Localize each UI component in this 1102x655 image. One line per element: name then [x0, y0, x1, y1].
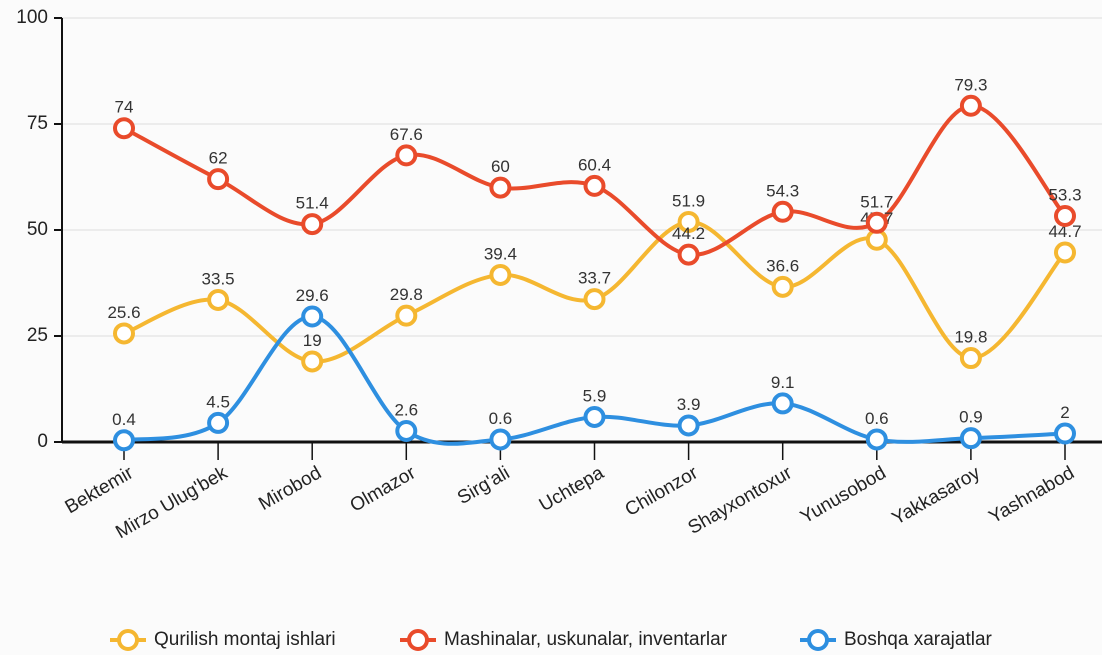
data-label: 3.9: [677, 395, 701, 414]
data-label: 39.4: [484, 244, 517, 263]
point: [865, 211, 888, 234]
legend-marker: [807, 629, 829, 651]
point: [959, 94, 982, 117]
legend-item: Qurilish montaj ishlari: [110, 629, 336, 651]
data-label: 5.9: [583, 386, 607, 405]
data-label: 19: [303, 331, 322, 350]
x-tick-label: Yunusobod: [797, 462, 890, 528]
data-label: 4.5: [206, 392, 230, 411]
data-label: 67.6: [390, 125, 423, 144]
data-label: 51.4: [296, 194, 329, 213]
data-label: 36.6: [766, 256, 799, 275]
data-label: 51.9: [672, 191, 705, 210]
data-label: 79.3: [954, 75, 987, 94]
data-label: 0.9: [959, 408, 983, 427]
data-label: 29.6: [296, 286, 329, 305]
point: [207, 411, 230, 434]
point: [771, 200, 794, 223]
x-tick-label: Shayxontoxur: [685, 462, 797, 539]
point: [489, 263, 512, 286]
point: [583, 174, 606, 197]
point: [301, 213, 324, 236]
data-label: 33.5: [202, 269, 235, 288]
point: [1054, 241, 1076, 264]
point: [395, 304, 418, 327]
point: [959, 347, 982, 370]
point: [301, 350, 324, 373]
data-label: 33.7: [578, 269, 611, 288]
legend-marker: [407, 629, 429, 651]
point: [207, 168, 230, 191]
point: [489, 428, 512, 451]
x-tick-label: Bektemir: [62, 462, 138, 518]
data-label: 60: [491, 157, 510, 176]
data-label: 25.6: [107, 303, 140, 322]
data-label: 44.7: [1048, 222, 1081, 241]
series-line: [123, 314, 1066, 446]
point: [395, 419, 418, 442]
point: [959, 427, 982, 450]
point: [1054, 205, 1076, 228]
data-label: 74: [115, 98, 134, 117]
point: [301, 305, 324, 328]
point: [207, 288, 230, 311]
data-label: 60.4: [578, 155, 611, 174]
legend-item: Mashinalar, uskunalar, inventarlar: [400, 629, 728, 651]
legend-marker: [117, 629, 139, 651]
data-label: 9.1: [771, 373, 795, 392]
point: [677, 210, 700, 233]
point: [395, 144, 418, 167]
y-tick-label: 50: [27, 219, 48, 240]
legend-label: Mashinalar, uskunalar, inventarlar: [444, 629, 728, 650]
data-label: 0.6: [865, 409, 889, 428]
data-label: 0.6: [489, 409, 513, 428]
point: [677, 414, 700, 437]
x-tick-label: Chilonzor: [622, 462, 703, 521]
point: [113, 429, 135, 452]
legend-label: Boshqa xarajatlar: [844, 629, 993, 650]
point: [583, 405, 606, 428]
data-label: 62: [209, 149, 228, 168]
data-label: 0.4: [112, 410, 136, 429]
x-tick-label: Olmazor: [347, 462, 420, 516]
y-tick-label: 75: [27, 113, 48, 134]
x-tick-label: Sirg'ali: [454, 462, 513, 508]
y-tick-label: 100: [16, 7, 48, 28]
x-tick-label: Mirobod: [255, 462, 325, 515]
point: [583, 288, 606, 311]
point: [489, 176, 512, 199]
point: [113, 117, 135, 140]
point: [865, 428, 888, 451]
x-tick-label: Yashnabod: [985, 462, 1078, 528]
data-label: 54.3: [766, 181, 799, 200]
point: [677, 243, 700, 266]
point: [113, 322, 135, 345]
point: [1054, 422, 1076, 445]
data-label: 51.7: [860, 192, 893, 211]
x-tick-label: Uchtepa: [536, 462, 608, 516]
data-label: 44.2: [672, 224, 705, 243]
legend-label: Qurilish montaj ishlari: [154, 629, 336, 650]
y-tick-label: 0: [37, 431, 48, 452]
legend-item: Boshqa xarajatlar: [800, 629, 993, 651]
data-label: 53.3: [1048, 185, 1081, 204]
series-line: [123, 103, 1067, 257]
data-label: 2: [1060, 403, 1069, 422]
series-line: [123, 219, 1067, 364]
point: [771, 392, 794, 415]
data-label: 29.8: [390, 285, 423, 304]
data-label: 2.6: [394, 400, 418, 419]
data-label: 19.8: [954, 328, 987, 347]
y-tick-label: 25: [27, 325, 48, 346]
x-tick-label: Yakkasaroy: [889, 462, 985, 529]
point: [771, 275, 794, 298]
